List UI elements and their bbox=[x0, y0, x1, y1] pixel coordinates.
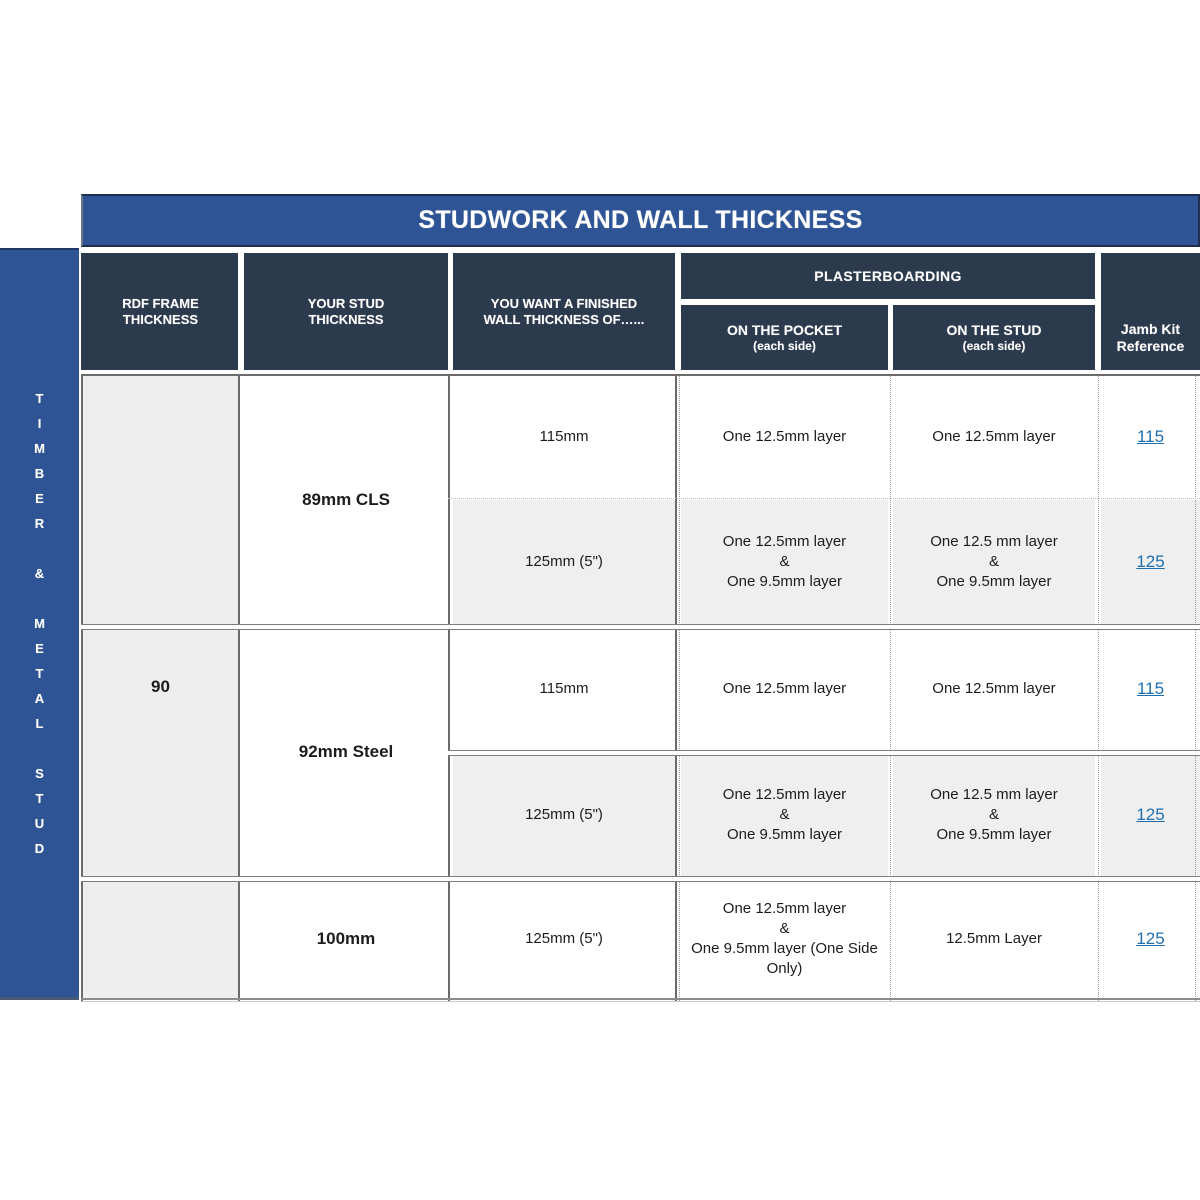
stud-group-label-1: 92mm Steel bbox=[298, 741, 394, 761]
header-plasterboarding-group-label: PLASTERBOARDING bbox=[814, 267, 962, 284]
grid-divider-pocket bbox=[679, 374, 681, 1001]
on-the-pocket-value-3: One 12.5mm layer & One 9.5mm layer bbox=[722, 785, 847, 844]
grid-row-divider-2 bbox=[81, 624, 1200, 630]
header-rdf-frame-thickness-label: RDF FRAME THICKNESS bbox=[122, 296, 199, 327]
on-the-pocket-value-1: One 12.5mm layer & One 9.5mm layer bbox=[722, 532, 847, 591]
jamb-kit-link-2[interactable]: 115 bbox=[1136, 678, 1165, 698]
studwork-wall-thickness-table: STUDWORK AND WALL THICKNESS RDF FRAME TH… bbox=[79, 192, 1200, 1003]
cell-jamb-kit-2: 115 bbox=[1101, 628, 1200, 750]
grid-border-left bbox=[81, 374, 83, 1001]
jamb-kit-link-1[interactable]: 125 bbox=[1136, 551, 1165, 571]
header-on-the-stud: ON THE STUD (each side) bbox=[893, 305, 1095, 370]
header-jamb-kit-reference: Jamb Kit Reference bbox=[1101, 305, 1200, 370]
cell-stud-group-92mm-steel: 92mm Steel bbox=[244, 628, 448, 876]
grid-divider-jamb bbox=[1098, 374, 1100, 1001]
stud-group-label-0: 89mm CLS bbox=[302, 489, 390, 509]
finished-wall-value-2: 115mm bbox=[539, 679, 589, 697]
grid-row-divider-1 bbox=[448, 498, 1200, 500]
header-rdf-frame-thickness: RDF FRAME THICKNESS bbox=[83, 253, 238, 370]
cell-finished-wall-3: 125mm (5") bbox=[453, 754, 675, 876]
table-title-bar: STUDWORK AND WALL THICKNESS bbox=[81, 194, 1200, 247]
on-the-stud-value-1: One 12.5 mm layer & One 9.5mm layer bbox=[930, 532, 1058, 591]
header-divider-plasterboarding bbox=[681, 299, 1095, 305]
jamb-kit-link-0[interactable]: 115 bbox=[1136, 426, 1165, 446]
on-the-stud-value-4: 12.5mm Layer bbox=[946, 929, 1042, 947]
cell-jamb-kit-4: 125 bbox=[1101, 880, 1200, 998]
finished-wall-value-4: 125mm (5") bbox=[525, 929, 603, 947]
cell-on-the-stud-0: One 12.5mm layer bbox=[893, 376, 1095, 498]
cell-finished-wall-2: 115mm bbox=[453, 628, 675, 750]
grid-row-divider-4 bbox=[81, 876, 1200, 882]
on-the-pocket-value-2: One 12.5mm layer bbox=[722, 679, 847, 697]
table-title: STUDWORK AND WALL THICKNESS bbox=[418, 206, 863, 234]
on-the-pocket-value-0: One 12.5mm layer bbox=[722, 427, 847, 445]
cell-jamb-kit-0: 115 bbox=[1101, 376, 1200, 498]
cell-stud-group-89mm-cls: 89mm CLS bbox=[244, 376, 448, 624]
on-the-pocket-value-4: One 12.5mm layer & One 9.5mm layer (One … bbox=[691, 899, 878, 978]
header-divider-1 bbox=[238, 253, 244, 370]
header-on-the-pocket-sublabel: (each side) bbox=[753, 338, 816, 353]
cell-on-the-stud-1: One 12.5 mm layer & One 9.5mm layer bbox=[893, 500, 1095, 624]
header-on-the-pocket-label: ON THE POCKET bbox=[726, 322, 843, 339]
on-the-stud-value-2: One 12.5mm layer bbox=[932, 679, 1056, 697]
table-header-band: RDF FRAME THICKNESS YOUR STUD THICKNESS … bbox=[81, 249, 1200, 372]
header-on-the-stud-label: ON THE STUD bbox=[946, 322, 1042, 339]
cell-on-the-stud-4: 12.5mm Layer bbox=[893, 880, 1095, 998]
cell-on-the-pocket-0: One 12.5mm layer bbox=[681, 376, 888, 498]
header-divider-bottom bbox=[81, 370, 1200, 372]
cell-finished-wall-4: 125mm (5") bbox=[453, 880, 675, 998]
cell-finished-wall-0: 115mm bbox=[453, 376, 675, 498]
sidebar-label: T I M B E R & M E T A L S T U D bbox=[34, 391, 45, 856]
jamb-kit-link-3[interactable]: 125 bbox=[1136, 804, 1165, 824]
header-divider-2 bbox=[448, 253, 453, 370]
sidebar-timber-metal-stud: T I M B E R & M E T A L S T U D bbox=[0, 248, 79, 1000]
cell-jamb-kit-3: 125 bbox=[1101, 754, 1200, 876]
header-divider-top bbox=[81, 249, 1200, 253]
cell-on-the-pocket-1: One 12.5mm layer & One 9.5mm layer bbox=[681, 500, 888, 624]
header-your-stud-thickness-label: YOUR STUD THICKNESS bbox=[307, 296, 385, 327]
grid-border-col1 bbox=[238, 374, 240, 1001]
grid-row-divider-3 bbox=[448, 750, 1200, 756]
header-jamb-kit-reference-label: Jamb Kit Reference bbox=[1116, 320, 1185, 354]
finished-wall-value-0: 115mm bbox=[539, 427, 589, 445]
header-finished-wall-thickness-label: YOU WANT A FINISHED WALL THICKNESS OF…..… bbox=[483, 296, 645, 327]
header-your-stud-thickness: YOUR STUD THICKNESS bbox=[244, 253, 448, 370]
header-divider-4 bbox=[888, 305, 893, 370]
grid-border-col2 bbox=[448, 374, 450, 1001]
jamb-kit-link-4[interactable]: 125 bbox=[1136, 928, 1165, 948]
header-plasterboarding-group: PLASTERBOARDING bbox=[681, 253, 1095, 299]
cell-on-the-stud-2: One 12.5mm layer bbox=[893, 628, 1095, 750]
cell-on-the-stud-3: One 12.5 mm layer & One 9.5mm layer bbox=[893, 754, 1095, 876]
header-finished-wall-thickness: YOU WANT A FINISHED WALL THICKNESS OF…..… bbox=[453, 253, 675, 370]
cell-on-the-pocket-4: One 12.5mm layer & One 9.5mm layer (One … bbox=[681, 880, 888, 998]
cell-rdf-frame-thickness-value: 90 bbox=[83, 376, 238, 998]
finished-wall-value-1: 125mm (5") bbox=[525, 552, 603, 570]
cell-on-the-pocket-2: One 12.5mm layer bbox=[681, 628, 888, 750]
cell-finished-wall-1: 125mm (5") bbox=[453, 500, 675, 624]
cell-jamb-kit-1: 125 bbox=[1101, 500, 1200, 624]
grid-divider-stud bbox=[890, 374, 892, 1001]
header-divider-3 bbox=[675, 253, 681, 370]
stud-group-label-2: 100mm bbox=[316, 928, 376, 948]
on-the-stud-value-0: One 12.5mm layer bbox=[932, 427, 1056, 445]
cell-on-the-pocket-3: One 12.5mm layer & One 9.5mm layer bbox=[681, 754, 888, 876]
on-the-stud-value-3: One 12.5 mm layer & One 9.5mm layer bbox=[930, 785, 1058, 844]
grid-border-col3 bbox=[675, 374, 677, 1001]
header-divider-5 bbox=[1095, 253, 1101, 370]
grid-border-bottom-shadow bbox=[81, 1001, 1200, 1002]
rdf-frame-thickness-value: 90 bbox=[151, 676, 170, 696]
grid-divider-right bbox=[1195, 374, 1197, 1001]
cell-stud-group-100mm: 100mm bbox=[244, 880, 448, 998]
header-on-the-pocket: ON THE POCKET (each side) bbox=[681, 305, 888, 370]
table-body: 90 89mm CLS 92mm Steel 100mm 115mm One 1… bbox=[81, 374, 1200, 1002]
grid-border-bottom bbox=[81, 998, 1200, 1000]
finished-wall-value-3: 125mm (5") bbox=[525, 805, 603, 823]
header-on-the-stud-sublabel: (each side) bbox=[962, 338, 1026, 353]
grid-border-top bbox=[81, 374, 1200, 376]
